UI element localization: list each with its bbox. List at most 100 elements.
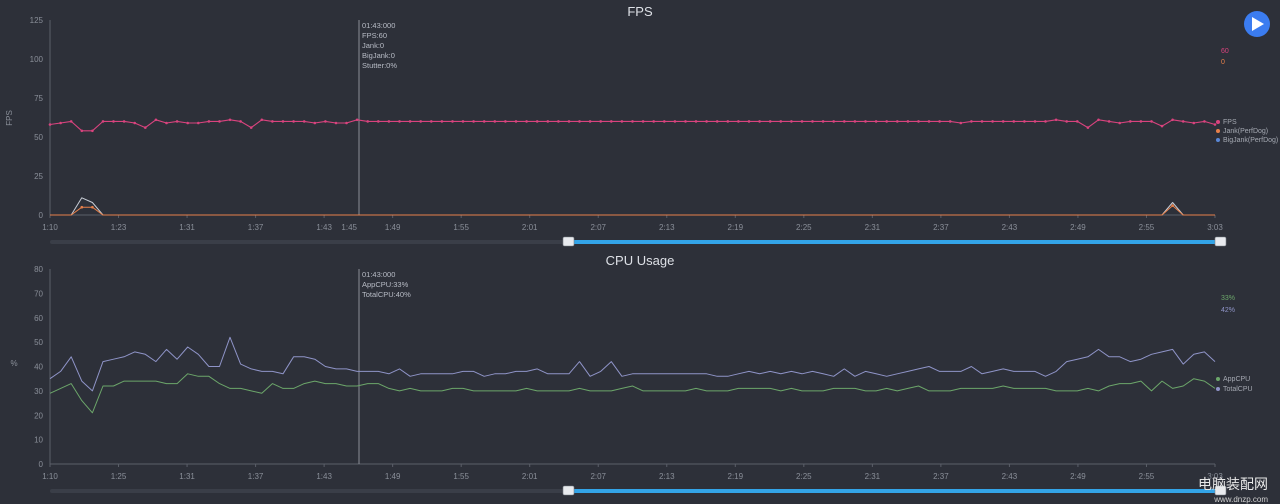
- fps-data-point-fps: [281, 120, 285, 123]
- fps-data-point-fps: [821, 120, 825, 123]
- fps-data-point-fps: [779, 120, 783, 123]
- legend-marker-fps: [1216, 120, 1220, 124]
- fps-data-point-fps: [567, 120, 571, 123]
- legend-item-fps[interactable]: FPS: [1223, 119, 1237, 126]
- fps-x-tick-label: 2:49: [1070, 223, 1086, 232]
- fps-x-tick-label: 3:03: [1207, 223, 1223, 232]
- fps-current-value: 60: [1221, 48, 1229, 55]
- legend-item-jank[interactable]: Jank(PerfDog): [1223, 128, 1268, 135]
- cpu-series-line-appcpu: [49, 373, 1216, 414]
- fps-data-point-fps: [218, 120, 221, 123]
- fps-data-point-jank-perfdog: [80, 205, 84, 209]
- fps-data-point-fps: [1054, 118, 1058, 122]
- fps-data-point-fps: [1012, 120, 1016, 123]
- cpu-tooltip: 01:43:000 AppCPU:33% TotalCPU:40%: [362, 270, 411, 299]
- play-button[interactable]: [1244, 11, 1270, 37]
- fps-data-point-fps: [59, 121, 62, 125]
- cpu-range-slider[interactable]: [50, 485, 1227, 496]
- fps-range-slider[interactable]: [50, 236, 1227, 247]
- fps-data-point-fps: [112, 120, 115, 123]
- totalcpu-current-value: 42%: [1221, 307, 1235, 314]
- fps-data-point-fps: [398, 120, 401, 123]
- fps-x-tick-label: 2:43: [1002, 223, 1018, 232]
- cpu-y-tick-label: 0: [39, 460, 44, 469]
- fps-data-point-jank-perfdog: [91, 205, 94, 209]
- cpu-tooltip-line: TotalCPU:40%: [362, 290, 411, 299]
- fps-slider-handle-right[interactable]: [1214, 236, 1227, 247]
- fps-data-point-fps: [588, 120, 592, 123]
- cpu-x-tick-label: 1:43: [316, 472, 332, 481]
- cpu-x-tick-label: 1:25: [111, 472, 127, 481]
- fps-tooltip-line: BigJank:0: [362, 51, 395, 60]
- fps-data-point-fps: [758, 120, 761, 123]
- legend-marker-bigjank: [1216, 138, 1220, 142]
- cpu-legend: AppCPU TotalCPU: [1216, 376, 1253, 393]
- fps-y-tick-label: 0: [39, 211, 44, 220]
- fps-data-point-fps: [292, 120, 295, 123]
- fps-series-line-jank-perfdog: [50, 205, 1215, 216]
- legend-item-bigjank[interactable]: BigJank(PerfDog): [1223, 137, 1278, 144]
- fps-tooltip-time: 01:43:000: [362, 21, 395, 30]
- fps-x-tick-label: 1:23: [111, 223, 127, 232]
- fps-data-point-fps: [493, 120, 497, 123]
- fps-data-point-fps: [641, 120, 645, 123]
- fps-data-point-fps: [345, 121, 348, 125]
- cpu-tooltip-time: 01:43:000: [362, 270, 395, 279]
- cpu-y-tick-label: 50: [34, 338, 43, 347]
- fps-data-point-fps: [1150, 120, 1153, 123]
- fps-data-point-fps: [938, 120, 941, 123]
- fps-data-point-fps: [355, 118, 359, 122]
- fps-data-point-fps: [917, 120, 920, 123]
- legend-item-appcpu[interactable]: AppCPU: [1223, 376, 1250, 383]
- fps-data-point-fps: [1044, 120, 1047, 123]
- fps-data-point-fps: [1076, 120, 1079, 123]
- fps-data-point-fps: [472, 120, 475, 123]
- fps-x-tick-label: 1:10: [42, 223, 58, 232]
- fps-data-point-fps: [80, 129, 84, 133]
- fps-x-tick-label: 2:37: [933, 223, 949, 232]
- fps-data-point-fps: [610, 120, 613, 123]
- fps-tooltip: 01:43:000 FPS:60 Jank:0 BigJank:0 Stutte…: [362, 21, 397, 70]
- fps-data-point-fps: [843, 120, 846, 123]
- fps-x-tick-label: 2:13: [659, 223, 675, 232]
- fps-data-point-fps: [684, 120, 687, 123]
- fps-data-point-fps: [133, 121, 136, 125]
- fps-data-point-fps: [896, 120, 899, 123]
- legend-item-totalcpu[interactable]: TotalCPU: [1223, 386, 1253, 393]
- fps-data-point-fps: [313, 121, 317, 125]
- fps-data-point-fps: [1118, 121, 1121, 125]
- fps-data-point-fps: [546, 120, 550, 123]
- fps-chart-title: FPS: [627, 4, 653, 19]
- cpu-x-tick-label: 2:25: [796, 472, 812, 481]
- cpu-slider-handle-right[interactable]: [1214, 485, 1227, 496]
- legend-marker-appcpu: [1216, 377, 1220, 381]
- fps-data-point-fps: [1129, 120, 1132, 123]
- cpu-x-tick-label: 1:55: [453, 472, 469, 481]
- fps-x-tick-label: 2:01: [522, 223, 538, 232]
- fps-data-point-fps: [482, 120, 486, 123]
- cpu-slider-handle-left[interactable]: [562, 485, 575, 496]
- fps-data-point-fps: [811, 120, 814, 123]
- cpu-x-tick-label: 3:03: [1207, 472, 1223, 481]
- fps-data-point-fps: [652, 120, 655, 123]
- fps-slider-handle-left[interactable]: [562, 236, 575, 247]
- fps-data-point-fps: [144, 126, 147, 129]
- cpu-x-tick-label: 2:19: [728, 472, 744, 481]
- cpu-y-tick-label: 70: [34, 289, 43, 298]
- fps-data-point-fps: [1086, 126, 1090, 129]
- cpu-y-tick-label: 30: [34, 387, 43, 396]
- fps-data-point-fps: [1213, 123, 1217, 126]
- fps-data-point-fps: [631, 120, 634, 123]
- fps-x-tick-label: 1:37: [248, 223, 264, 232]
- fps-x-tick-label: 1:55: [453, 223, 469, 232]
- fps-data-point-fps: [239, 120, 242, 123]
- fps-data-point-fps: [737, 120, 740, 123]
- cpu-x-tick-label: 2:55: [1139, 472, 1155, 481]
- fps-data-point-fps: [959, 121, 963, 125]
- cpu-x-tick-label: 1:31: [179, 472, 195, 481]
- fps-data-point-fps: [535, 120, 539, 123]
- fps-data-point-fps: [1203, 120, 1206, 123]
- fps-x-tick-label: 1:31: [179, 223, 195, 232]
- fps-data-point-fps: [197, 121, 200, 125]
- fps-data-point-fps: [387, 120, 391, 123]
